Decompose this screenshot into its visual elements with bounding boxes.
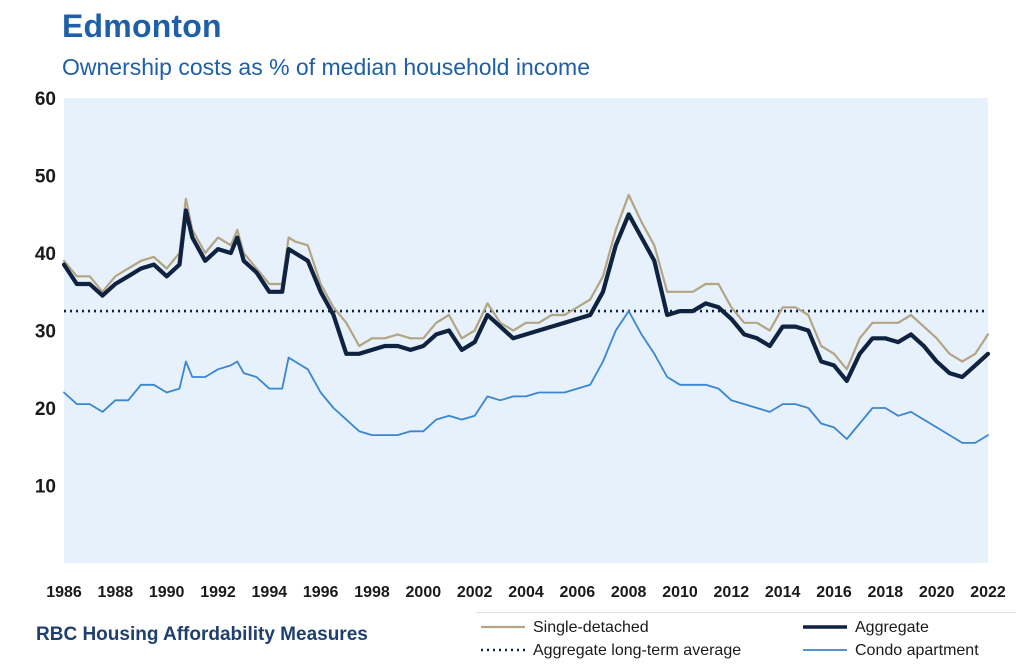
x-tick-label: 2014 [765,584,801,601]
x-tick-label: 2006 [560,584,596,601]
source-footer: RBC Housing Affordability Measures [36,624,368,645]
x-tick-label: 2000 [406,584,442,601]
series-layer [61,193,991,444]
legend-label-aggregate-long-term-average: Aggregate long-term average [533,642,741,659]
y-tick-label: 10 [35,477,56,498]
x-tick-label: 1994 [252,584,288,601]
x-tick-label: 2016 [816,584,852,601]
x-tick-label: 2012 [714,584,750,601]
legend: Single-detached Aggregate Aggregate long-t… [481,619,979,659]
x-tick-label: 1986 [46,584,82,601]
series-line-aggregate [61,208,991,383]
legend-label-aggregate: Aggregate [855,619,929,636]
chart-subtitle: Ownership costs as % of median household… [62,54,591,80]
x-tick-label: 1998 [354,584,390,601]
x-tick-label: 2010 [662,584,698,601]
legend-divider [476,612,1016,613]
x-tick-label: 1990 [149,584,185,601]
x-tick-label: 1988 [98,584,134,601]
y-tick-label: 60 [35,89,56,110]
x-tick-label: 1992 [200,584,236,601]
legend-label-single-detached: Single-detached [533,619,649,636]
x-axis: 1986 1988 1990 1992 1994 1996 1998 2000 2002 2004… [46,584,1006,601]
y-tick-label: 30 [35,322,56,343]
y-tick-label: 50 [35,167,56,188]
chart-title: Edmonton [62,8,222,44]
x-tick-label: 2018 [868,584,904,601]
x-tick-label: 2020 [919,584,955,601]
y-tick-label: 40 [35,244,56,265]
x-tick-label: 1996 [303,584,339,601]
series-line-condo-apartment [63,310,989,444]
y-axis: 10 20 30 40 50 60 [35,89,56,498]
x-tick-label: 2008 [611,584,647,601]
plot-area [64,98,988,563]
legend-label-condo-apartment: Condo apartment [855,642,979,659]
y-tick-label: 20 [35,399,56,420]
x-tick-label: 2022 [970,584,1006,601]
series-line-single-detached [62,193,990,371]
x-tick-label: 2004 [508,584,544,601]
x-tick-label: 2002 [457,584,493,601]
